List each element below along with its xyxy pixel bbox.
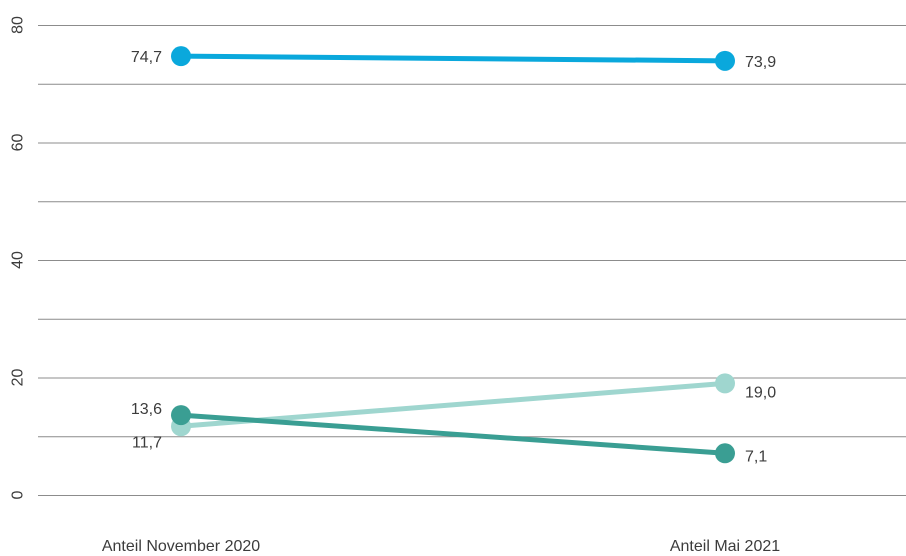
data-point xyxy=(715,373,735,394)
data-label: 73,9 xyxy=(745,54,776,71)
series-line xyxy=(178,412,728,456)
data-label: 19,0 xyxy=(745,384,776,401)
x-axis-categories: Anteil November 2020 Anteil Mai 2021 xyxy=(102,538,780,555)
x-category-label: Anteil Mai 2021 xyxy=(670,538,780,555)
y-axis-ticks: 0 20 40 60 80 xyxy=(10,16,27,499)
data-labels: 74,7 73,9 11,7 19,0 13,6 7,1 xyxy=(131,49,776,465)
y-tick-label: 40 xyxy=(10,251,27,269)
y-tick-label: 20 xyxy=(10,369,27,387)
data-label: 74,7 xyxy=(131,49,162,66)
series-line xyxy=(178,53,728,64)
data-label: 11,7 xyxy=(132,434,162,451)
data-point xyxy=(171,405,191,426)
data-label: 7,1 xyxy=(745,448,767,465)
data-label: 13,6 xyxy=(131,401,162,418)
y-tick-label: 0 xyxy=(10,490,27,499)
data-point xyxy=(715,50,735,71)
x-category-label: Anteil November 2020 xyxy=(102,538,260,555)
data-point xyxy=(715,443,735,464)
y-tick-label: 60 xyxy=(10,134,27,152)
data-point xyxy=(171,46,191,67)
gridlines xyxy=(38,25,906,496)
y-tick-label: 80 xyxy=(10,16,27,34)
series-lines xyxy=(171,46,735,464)
